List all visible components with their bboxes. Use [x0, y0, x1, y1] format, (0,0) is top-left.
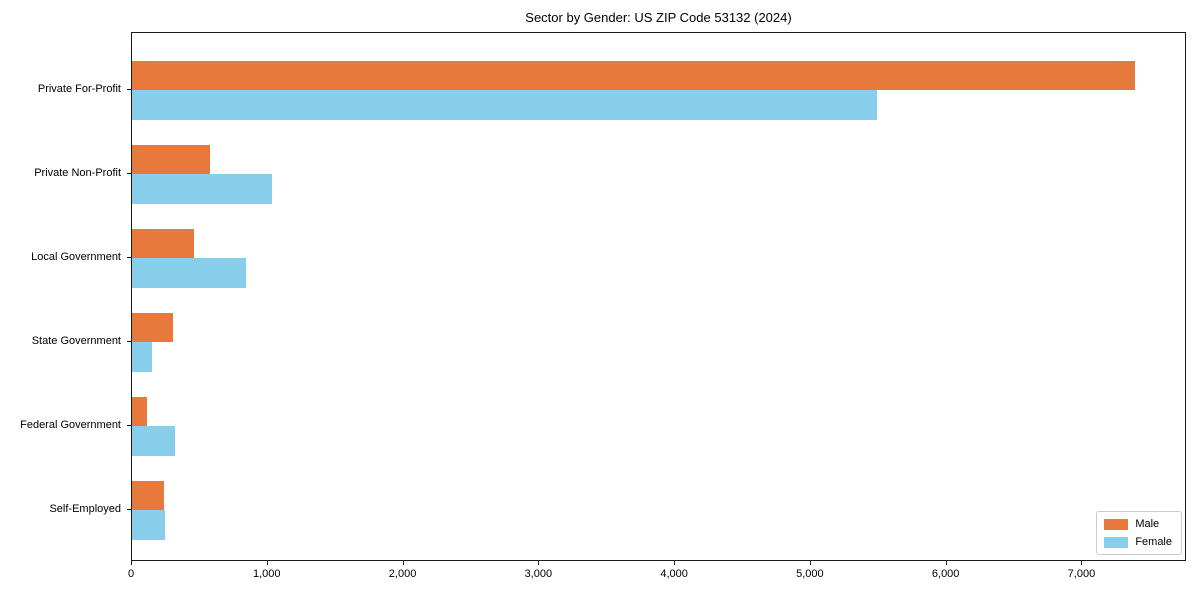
- xtick-label-3000: 3,000: [524, 568, 553, 580]
- ytick-label-private-non-profit: Private Non-Profit: [34, 167, 121, 179]
- xtick-mark-3000: [538, 561, 540, 565]
- xtick-mark-1000: [266, 561, 268, 565]
- bar-group-self-employed: [132, 480, 1185, 540]
- legend-item-female: Female: [1104, 536, 1172, 548]
- bar-male-state-government: [132, 312, 173, 342]
- chart-title: Sector by Gender: US ZIP Code 53132 (202…: [525, 10, 792, 25]
- ytick-label-private-for-profit: Private For-Profit: [37, 83, 121, 95]
- xtick-mark-2000: [402, 561, 404, 565]
- ytick-mark-federal-government: [127, 425, 131, 426]
- bar-female-federal-government: [132, 426, 175, 456]
- xtick-label-6000: 6,000: [931, 568, 960, 580]
- xtick-mark-4000: [674, 561, 676, 565]
- bar-female-local-government: [132, 258, 246, 288]
- bar-group-federal-government: [132, 396, 1185, 456]
- ytick-label-local-government: Local Government: [31, 251, 121, 263]
- xtick-label-5000: 5,000: [796, 568, 824, 580]
- ytick-label-federal-government: Federal Government: [20, 419, 121, 431]
- bar-male-private-for-profit: [132, 60, 1135, 90]
- bar-female-state-government: [132, 342, 153, 372]
- ytick-label-state-government: State Government: [31, 335, 121, 347]
- legend: Male Female: [1096, 511, 1182, 555]
- xtick-mark-6000: [945, 561, 947, 565]
- legend-item-male: Male: [1104, 518, 1172, 530]
- xtick-label-1000: 1,000: [253, 568, 281, 580]
- xtick-mark-5000: [809, 561, 811, 565]
- bar-female-self-employed: [132, 510, 166, 540]
- ytick-mark-private-for-profit: [127, 89, 131, 90]
- bar-female-private-for-profit: [132, 90, 878, 120]
- xtick-mark-0: [131, 561, 132, 565]
- legend-label-male: Male: [1135, 518, 1160, 530]
- female-swatch: [1104, 536, 1129, 548]
- male-swatch: [1104, 518, 1129, 530]
- bar-group-private-non-profit: [132, 144, 1185, 204]
- ytick-label-self-employed: Self-Employed: [49, 503, 121, 515]
- bar-group-state-government: [132, 312, 1185, 372]
- ytick-mark-private-non-profit: [127, 173, 131, 174]
- bar-group-local-government: [132, 228, 1185, 288]
- xtick-label-7000: 7,000: [1067, 568, 1096, 580]
- legend-label-female: Female: [1135, 536, 1172, 548]
- xtick-label-2000: 2,000: [388, 568, 417, 580]
- bar-group-private-for-profit: [132, 60, 1185, 120]
- xtick-mark-7000: [1081, 561, 1083, 565]
- ytick-mark-self-employed: [127, 509, 131, 510]
- bar-male-private-non-profit: [132, 144, 210, 174]
- plot-area: Male Female: [131, 32, 1186, 561]
- ytick-mark-state-government: [127, 341, 131, 342]
- bar-male-self-employed: [132, 480, 164, 510]
- bar-male-local-government: [132, 228, 195, 258]
- ytick-mark-local-government: [127, 257, 131, 258]
- bar-female-private-non-profit: [132, 174, 272, 204]
- bar-male-federal-government: [132, 396, 147, 426]
- xtick-label-4000: 4,000: [660, 568, 688, 580]
- xtick-label-0: 0: [127, 568, 135, 580]
